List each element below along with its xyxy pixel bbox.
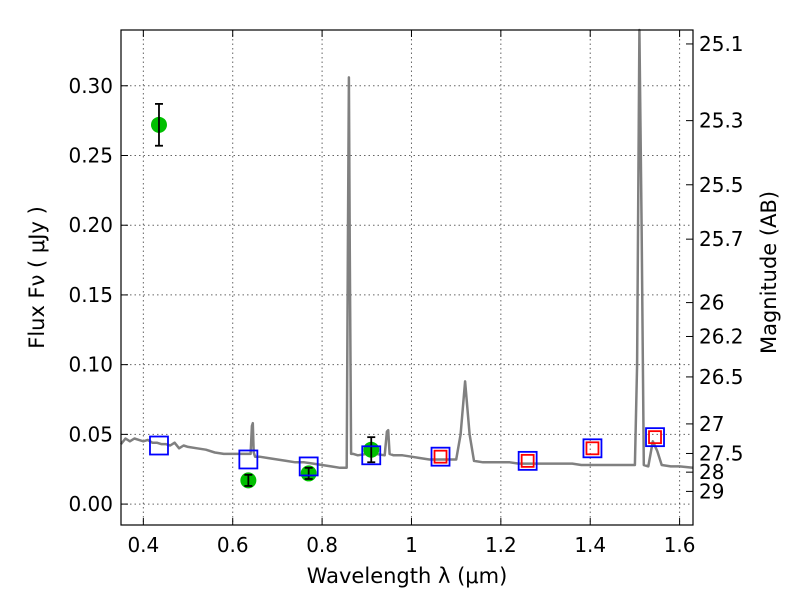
y2-tick-label: 25.7 — [699, 227, 744, 251]
x-tick-label: 1.2 — [485, 533, 517, 557]
model-point — [648, 430, 662, 445]
model-point — [149, 435, 169, 456]
y-tick-label: 0.10 — [68, 353, 113, 377]
x-tick-label: 0.4 — [127, 533, 159, 557]
model-point — [433, 449, 448, 464]
y2-tick-label: 26.5 — [699, 365, 744, 389]
grid-layer — [121, 30, 693, 525]
y-tick-label: 0.30 — [68, 74, 113, 98]
spectrum-line — [120, 28, 694, 470]
model-point — [585, 441, 600, 456]
model-point — [582, 438, 603, 459]
x-tick-label: 0.8 — [306, 533, 338, 557]
x-tick-label: 0.6 — [217, 533, 249, 557]
model-point — [298, 456, 319, 477]
model-point — [361, 445, 382, 466]
y-tick-label: 0.15 — [68, 283, 113, 307]
x-tick-label: 1.4 — [574, 533, 606, 557]
y2-axis-label: Magnitude (AB) — [757, 191, 781, 354]
model-point — [517, 450, 538, 471]
y-tick-label: 0.05 — [68, 422, 113, 446]
y2-tick-label: 27.5 — [699, 441, 744, 465]
x-tick-label: 1 — [405, 533, 418, 557]
series-layer — [120, 28, 694, 489]
y-tick-label: 0.20 — [68, 213, 113, 237]
y-axis-label: Flux Fν ( μJy ) — [25, 206, 49, 349]
model-point — [520, 453, 535, 468]
y2-tick-label: 26.2 — [699, 324, 744, 348]
y-tick-label: 0.25 — [68, 143, 113, 167]
model-point — [430, 446, 451, 467]
y2-tick-label: 29 — [699, 479, 724, 503]
y2-tick-label: 25.3 — [699, 109, 744, 133]
model-point — [238, 449, 259, 470]
axes-layer: 0.4 0.6 0.8 1 1.2 1.4 1.6 0.00 0.05 0.10 0.15 0.20 0… — [68, 29, 744, 557]
model-point — [645, 427, 665, 448]
y2-tick-label: 28 — [699, 460, 724, 484]
y2-tick-label: 26 — [699, 291, 724, 315]
x-axis-label: Wavelength λ (μm) — [307, 564, 508, 588]
y-tick-label: 0.00 — [68, 492, 113, 516]
y2-tick-label: 25.1 — [699, 32, 744, 56]
plot-frame — [120, 29, 694, 526]
y2-tick-label: 27 — [699, 412, 724, 436]
y2-tick-label: 25.5 — [699, 173, 744, 197]
x-tick-label: 1.6 — [664, 533, 696, 557]
